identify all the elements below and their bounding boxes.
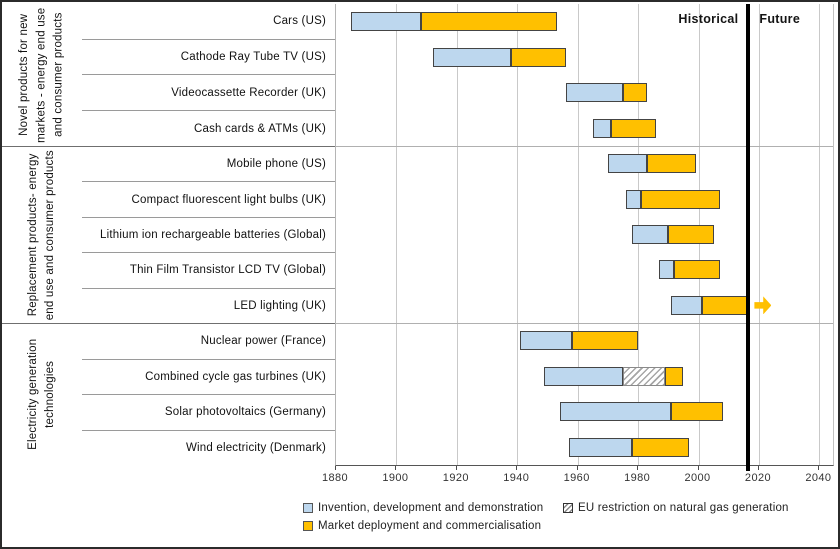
row-label: Lithium ion rechargeable batteries (Glob… bbox=[82, 218, 335, 254]
bar-invention-segment bbox=[432, 47, 512, 67]
bar-invention-segment bbox=[568, 437, 633, 457]
row-label: Nuclear power (France) bbox=[82, 324, 335, 360]
row-label: Solar photovoltaics (Germany) bbox=[82, 395, 335, 431]
bar-invention-segment bbox=[351, 12, 421, 32]
axis-tick bbox=[697, 466, 699, 470]
axis-tick-label: 1980 bbox=[624, 472, 651, 484]
bar-invention-segment bbox=[592, 118, 611, 138]
bar-invention-segment bbox=[544, 366, 623, 386]
legend-item-invention: Invention, development and demonstration bbox=[303, 502, 543, 514]
axis-tick bbox=[395, 466, 397, 470]
row-label: Cathode Ray Tube TV (US) bbox=[82, 40, 335, 76]
bar-deployment-segment bbox=[610, 118, 657, 138]
axis-tick-label: 1900 bbox=[382, 472, 409, 484]
bar-deployment-segment bbox=[701, 295, 749, 315]
axis-tick-label: 2000 bbox=[684, 472, 711, 484]
row-labels: Mobile phone (US) Compact fluorescent lig… bbox=[82, 147, 335, 323]
historical-future-divider bbox=[746, 4, 751, 471]
legend-label: Invention, development and demonstration bbox=[318, 502, 544, 514]
bar-deployment-segment bbox=[420, 12, 557, 32]
legend-label: EU restriction on natural gas generation bbox=[578, 502, 789, 514]
axis-tick bbox=[516, 466, 518, 470]
bar-invention-segment bbox=[671, 295, 702, 315]
gridline bbox=[577, 4, 579, 465]
historical-label: Historical bbox=[678, 12, 739, 26]
future-label: Future bbox=[759, 12, 801, 26]
group-separator-line bbox=[336, 146, 833, 147]
axis-tick-label: 2040 bbox=[805, 472, 832, 484]
legend: Invention, development and demonstration… bbox=[2, 496, 838, 542]
category-labels-block: Novel products for new markets - energy … bbox=[2, 4, 335, 465]
bar-deployment-segment bbox=[632, 437, 690, 457]
axis-tick bbox=[818, 466, 820, 470]
row-label: Cash cards & ATMs (UK) bbox=[194, 122, 326, 135]
bar-deployment-segment bbox=[623, 83, 648, 103]
row-label: Mobile phone (US) bbox=[82, 147, 335, 183]
row-label: Wind electricity (Denmark) bbox=[185, 441, 326, 454]
row-label: Cars (US) bbox=[82, 4, 335, 40]
plot-area: Historical Future bbox=[335, 4, 834, 471]
group-section: Electricity generation technologies Nucle… bbox=[2, 323, 335, 465]
deployment-swatch-icon bbox=[303, 521, 313, 531]
row-label: Compact fluorescent light bulbs (UK) bbox=[82, 182, 335, 218]
bar-invention-segment bbox=[632, 225, 669, 244]
bar-invention-segment bbox=[559, 402, 672, 422]
axis-tick-label: 1880 bbox=[321, 472, 349, 484]
bar-invention-segment bbox=[626, 189, 642, 209]
group-label: Electricity generation technologies bbox=[26, 338, 56, 451]
bar-deployment-segment bbox=[641, 189, 720, 209]
axis-tick bbox=[637, 466, 639, 470]
group-label: Novel products for new markets - energy … bbox=[18, 7, 65, 143]
bar-invention-segment bbox=[565, 83, 623, 103]
bar-deployment-segment bbox=[671, 402, 723, 422]
x-axis: 1880 1900 1920 1940 1960 1980 2000 2020 2040 bbox=[322, 465, 834, 490]
row-label: Combined cycle gas turbines (UK) bbox=[82, 360, 335, 396]
legend-label: Market deployment and commercialisation bbox=[318, 520, 542, 532]
bar-deployment-segment bbox=[511, 47, 566, 67]
gridline bbox=[517, 4, 519, 465]
axis-tick-label: 1920 bbox=[442, 472, 469, 484]
hatch-swatch-icon bbox=[563, 503, 573, 513]
bar-invention-segment bbox=[659, 260, 675, 280]
gridline bbox=[758, 4, 760, 465]
gridline bbox=[396, 4, 398, 465]
row-label: Thin Film Transistor LCD TV (Global) bbox=[82, 253, 335, 289]
bar-deployment-segment bbox=[668, 225, 714, 244]
axis-tick bbox=[576, 466, 578, 470]
group-section: Replacement products- energy end use and… bbox=[2, 145, 335, 323]
gridline bbox=[819, 4, 821, 465]
axis-tick-label: 1940 bbox=[503, 472, 530, 484]
group-label: Replacement products- energy end use and… bbox=[26, 149, 56, 321]
bar-restriction-segment bbox=[623, 366, 666, 386]
bar-invention-segment bbox=[520, 331, 572, 351]
axis-tick bbox=[335, 466, 336, 470]
legend-item-restriction: EU restriction on natural gas generation bbox=[563, 502, 789, 514]
axis-tick bbox=[455, 466, 457, 470]
row-labels: Cars (US) Cathode Ray Tube TV (US) Videoca… bbox=[82, 4, 335, 146]
row-label: LED lighting (UK) bbox=[233, 299, 326, 312]
bar-deployment-segment bbox=[571, 331, 639, 351]
group-separator-line bbox=[336, 323, 833, 324]
invention-swatch-icon bbox=[303, 503, 313, 513]
gridline bbox=[456, 4, 458, 465]
bar-deployment-segment bbox=[647, 154, 696, 174]
future-arrow-icon bbox=[754, 296, 772, 315]
row-labels: Nuclear power (France) Combined cycle gas… bbox=[82, 324, 335, 465]
bar-deployment-segment bbox=[665, 366, 684, 386]
axis-tick bbox=[757, 466, 759, 470]
bar-invention-segment bbox=[607, 154, 648, 174]
axis-tick-label: 1960 bbox=[563, 472, 590, 484]
legend-item-deployment: Market deployment and commercialisation bbox=[303, 520, 541, 532]
bar-deployment-segment bbox=[674, 260, 720, 280]
axis-tick-label: 2020 bbox=[744, 472, 771, 484]
group-section: Novel products for new markets - energy … bbox=[2, 4, 335, 146]
row-label: Videocassette Recorder (UK) bbox=[82, 75, 335, 112]
